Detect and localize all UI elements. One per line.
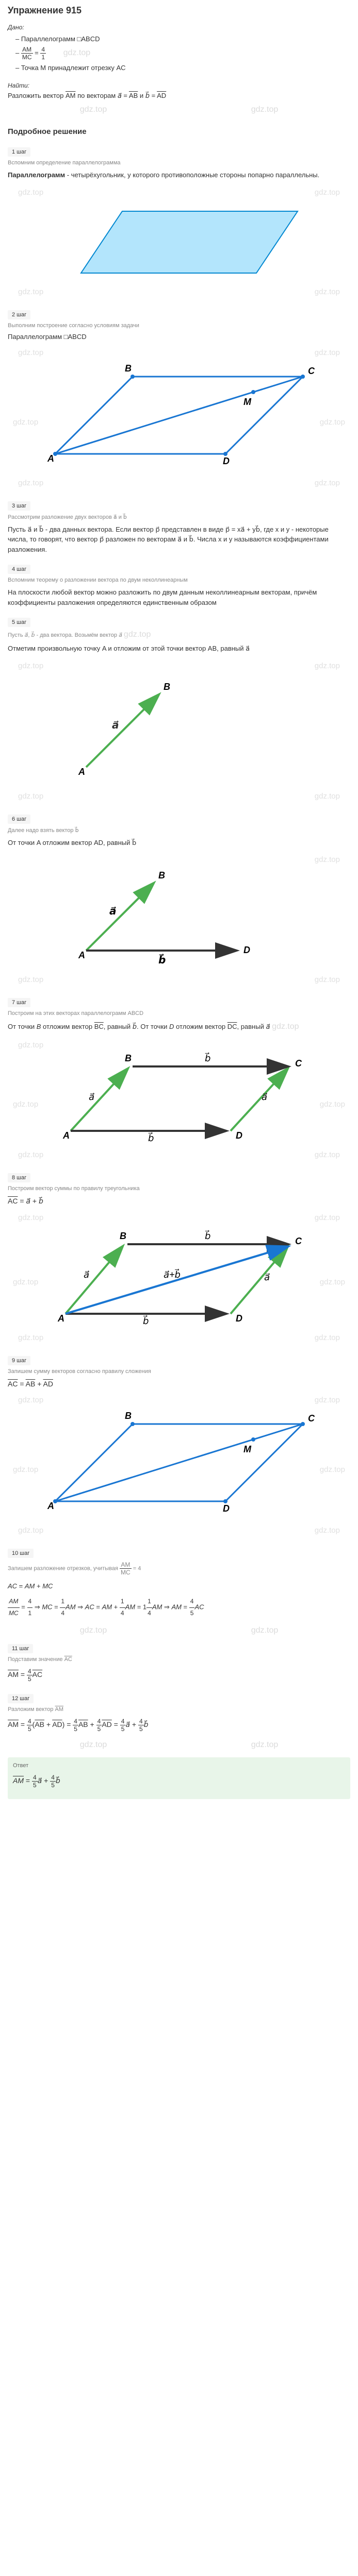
step-desc: Вспомним определение параллелограмма: [8, 160, 350, 166]
definition-text: Параллелограмм - четырёхугольник, у кото…: [8, 170, 350, 180]
svg-text:B: B: [164, 682, 170, 692]
parallelogram-vectors: gdz.top gdz.topgdz.top gdz.topgdz.top A …: [8, 1038, 350, 1162]
step-badge: 10 шаг: [8, 1549, 34, 1558]
find-text: Разложить вектор AM по векторам a⃗ = AB …: [8, 92, 350, 100]
step-text: От точки A отложим вектор AD, равный b⃗: [8, 838, 350, 848]
step-text: На плоскости любой вектор можно разложит…: [8, 587, 350, 607]
step-desc: Построим на этих векторах параллелограмм…: [8, 1010, 350, 1016]
step-badge: 11 шаг: [8, 1644, 33, 1653]
step-badge: 1 шаг: [8, 147, 30, 157]
formula: AM = 45AC: [8, 1668, 350, 1683]
step-badge: 5 шаг: [8, 618, 30, 627]
parallelogram-abcd: gdz.topgdz.top gdz.topgdz.top gdz.topgdz…: [8, 346, 350, 490]
equation: AC = AM + MC: [8, 1580, 350, 1592]
svg-text:a⃗: a⃗: [84, 1269, 89, 1280]
svg-text:a⃗+b⃗: a⃗+b⃗: [164, 1269, 181, 1280]
svg-text:a⃗: a⃗: [109, 906, 117, 917]
svg-text:b⃗: b⃗: [158, 953, 166, 966]
watermark: gdz.top: [80, 105, 107, 114]
svg-text:M: M: [243, 1444, 252, 1454]
watermark: gdz.top: [251, 105, 278, 114]
step-desc: Далее надо взять вектор b⃗: [8, 827, 350, 834]
step-desc: Запишем сумму векторов согласно правилу …: [8, 1368, 350, 1375]
answer-block: Ответ AM = 45a⃗ + 45b⃗: [8, 1757, 350, 1799]
svg-text:D: D: [243, 945, 250, 955]
svg-text:B: B: [120, 1231, 126, 1241]
svg-text:b⃗: b⃗: [205, 1053, 210, 1063]
step-badge: 2 шаг: [8, 310, 30, 319]
svg-text:a⃗: a⃗: [112, 720, 119, 731]
answer-formula: AM = 45a⃗ + 45b⃗: [13, 1774, 345, 1789]
step-desc: Вспомним теорему о разложении вектора по…: [8, 577, 350, 583]
svg-text:A: A: [57, 1313, 64, 1324]
step-desc: Пусть a⃗, b⃗ - два вектора. Возьмём вект…: [8, 630, 350, 639]
svg-text:B: B: [125, 363, 132, 374]
step-badge: 6 шаг: [8, 815, 30, 824]
step-desc: Подставим значение AC: [8, 1656, 350, 1663]
formula: AM = 45(AB + AD) = 45AB + 45AD = 45a⃗ + …: [8, 1718, 350, 1733]
svg-text:D: D: [236, 1313, 242, 1324]
solution-title: Подробное решение: [8, 127, 350, 136]
step-badge: 3 шаг: [8, 501, 30, 511]
page-title: Упражнение 915: [8, 5, 350, 16]
given-item: AMMC = 41 gdz.top: [15, 46, 350, 61]
find-label: Найти:: [8, 82, 350, 89]
step-desc: Рассмотрим разложение двух векторов a⃗ и…: [8, 514, 350, 520]
given-item: Точка M принадлежит отрезку AC: [15, 64, 350, 72]
svg-text:b⃗: b⃗: [205, 1230, 210, 1241]
svg-text:a⃗: a⃗: [264, 1272, 270, 1282]
step-text: Параллелограмм □ABCD: [8, 333, 350, 341]
parallelogram-figure: gdz.topgdz.top gdz.topgdz.top: [8, 185, 350, 299]
svg-text:A: A: [47, 1501, 54, 1511]
vector-ab-figure: gdz.top gdz.topgdz.top A B D a⃗ b⃗: [8, 853, 350, 987]
step-badge: 8 шаг: [8, 1173, 30, 1182]
given-item: Параллелограмм □ABCD: [15, 35, 350, 43]
step-text: Отметим произвольную точку A и отложим о…: [8, 643, 350, 654]
step-text: Пусть a⃗ и b⃗ - два данных вектора. Если…: [8, 524, 350, 555]
vector-a-figure: gdz.topgdz.top gdz.topgdz.top A B a⃗: [8, 659, 350, 803]
svg-text:C: C: [308, 366, 315, 376]
step-text: От точки B отложим вектор BC, равный b⃗.…: [8, 1021, 350, 1033]
svg-text:b⃗: b⃗: [143, 1315, 149, 1326]
step-badge: 9 шаг: [8, 1356, 30, 1365]
equation: AMMC = 41 ⇒ MC = 14AM ⇒ AC = AM + 14AM =…: [8, 1596, 350, 1619]
step-desc: Запишем разложение отрезков, учитывая AM…: [8, 1561, 350, 1576]
svg-text:C: C: [295, 1236, 302, 1246]
svg-text:D: D: [223, 456, 230, 466]
step-desc: Разложим вектор AM: [8, 1706, 350, 1713]
sum-figure: gdz.topgdz.top gdz.topgdz.top gdz.topgdz…: [8, 1211, 350, 1345]
step-desc: Выполним построение согласно условиям за…: [8, 323, 350, 329]
svg-text:a⃗: a⃗: [89, 1092, 94, 1102]
step-badge: 12 шаг: [8, 1694, 34, 1703]
svg-text:b⃗: b⃗: [148, 1132, 154, 1143]
step-badge: 4 шаг: [8, 565, 30, 574]
watermark: gdz.top: [63, 48, 90, 57]
formula: AC = AB + AD: [8, 1380, 350, 1388]
svg-text:A: A: [78, 950, 85, 960]
svg-text:A: A: [78, 767, 85, 777]
svg-text:C: C: [308, 1413, 315, 1423]
step-desc: Построим вектор суммы по правилу треугол…: [8, 1185, 350, 1192]
svg-text:B: B: [125, 1053, 132, 1063]
given-block: Дано: Параллелограмм □ABCD AMMC = 41 gdz…: [8, 24, 350, 72]
svg-text:B: B: [158, 870, 165, 880]
svg-text:C: C: [295, 1058, 302, 1069]
svg-text:D: D: [223, 1503, 230, 1514]
formula: AC = a⃗ + b⃗: [8, 1197, 350, 1206]
parallelogram-abcd-2: gdz.topgdz.top gdz.topgdz.top gdz.topgdz…: [8, 1393, 350, 1537]
svg-text:B: B: [125, 1411, 132, 1421]
step-badge: 7 шаг: [8, 998, 30, 1007]
svg-text:A: A: [62, 1130, 70, 1141]
answer-label: Ответ: [13, 1762, 345, 1769]
svg-text:A: A: [47, 453, 54, 464]
svg-text:M: M: [243, 397, 252, 407]
svg-text:a⃗: a⃗: [262, 1092, 267, 1102]
given-label: Дано:: [8, 24, 350, 31]
svg-text:D: D: [236, 1130, 242, 1141]
